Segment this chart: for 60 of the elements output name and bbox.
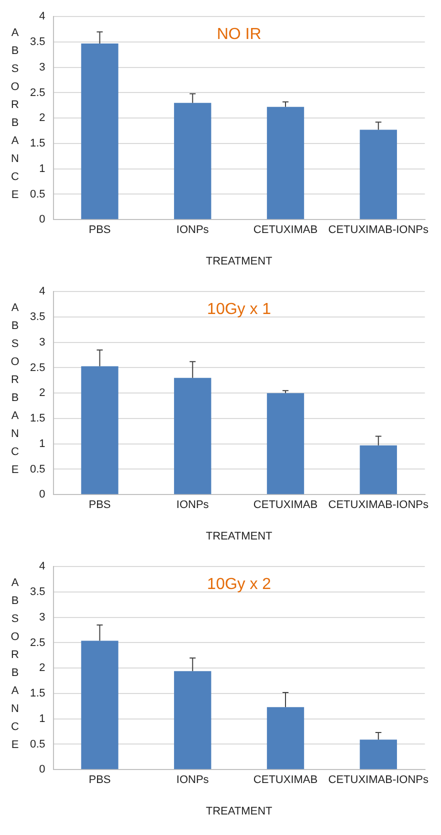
x-tick-label: CETUXIMAB-IONPs [328, 499, 429, 512]
x-tick-label: CETUXIMAB-IONPs [328, 224, 429, 236]
y-tick-label: 1.5 [30, 688, 46, 700]
y-tick-label: 4 [39, 286, 46, 298]
bar [174, 671, 212, 770]
y-tick-label: 2 [39, 387, 46, 400]
y-tick-label: 4 [39, 10, 46, 23]
text: ABSORBANCE [10, 577, 20, 751]
x-axis-title: TREATMENT [206, 255, 273, 268]
x-tick-label: PBS [88, 774, 111, 786]
y-tick-label: 2.5 [30, 636, 46, 649]
text: NO IR [216, 26, 262, 44]
y-tick-label: 0 [39, 764, 46, 776]
bar [174, 378, 212, 494]
y-tick-label: 1 [39, 438, 46, 450]
bar [360, 445, 397, 494]
bar [360, 740, 397, 770]
y-tick-label: 0.5 [30, 463, 46, 476]
y-tick-label: 1.5 [30, 138, 46, 150]
x-tick-label: CETUXIMAB-IONPs [328, 774, 429, 786]
x-tick-label: PBS [88, 224, 111, 236]
y-tick-label: 0 [39, 214, 46, 226]
bar [266, 106, 304, 220]
y-tick-label: 0.5 [30, 738, 46, 750]
y-tick-label: 2 [39, 662, 46, 674]
y-tick-label: 3 [39, 611, 46, 624]
x-tick-label: PBS [88, 499, 111, 512]
y-tick-label: 4 [39, 560, 46, 573]
x-tick-label: IONPs [176, 224, 210, 236]
y-tick-label: 1 [39, 162, 46, 175]
x-tick-label: CETUXIMAB [253, 224, 318, 236]
x-tick-label: CETUXIMAB [253, 499, 318, 512]
bar [81, 640, 118, 770]
text: ABSORBANCE [10, 27, 20, 201]
y-tick-label: 3.5 [30, 586, 46, 598]
bar [81, 44, 118, 220]
y-tick-label: 3.5 [30, 36, 46, 48]
bar [266, 707, 304, 770]
y-tick-label: 3 [39, 336, 46, 348]
y-tick-label: 3.5 [30, 311, 46, 324]
bar [81, 366, 118, 494]
y-tick-label: 2 [39, 112, 46, 124]
y-tick-label: 1 [39, 712, 46, 725]
y-tick-label: 0.5 [30, 188, 46, 200]
x-tick-label: IONPs [176, 774, 210, 786]
text: 10Gy x 2 [207, 576, 272, 594]
y-tick-label: 3 [39, 61, 46, 74]
bar [360, 130, 397, 220]
bar [174, 102, 212, 220]
y-tick-label: 2.5 [30, 86, 46, 99]
x-axis-title: TREATMENT [206, 530, 273, 542]
y-tick-label: 0 [39, 488, 46, 501]
text: 10Gy x 1 [207, 301, 272, 318]
y-tick-label: 1.5 [30, 412, 46, 425]
text: ABSORBANCE [10, 302, 20, 476]
x-tick-label: IONPs [176, 499, 210, 512]
bar [266, 393, 304, 494]
x-axis-title: TREATMENT [206, 805, 273, 818]
x-tick-label: CETUXIMAB [253, 774, 318, 786]
y-tick-label: 2.5 [30, 362, 46, 374]
